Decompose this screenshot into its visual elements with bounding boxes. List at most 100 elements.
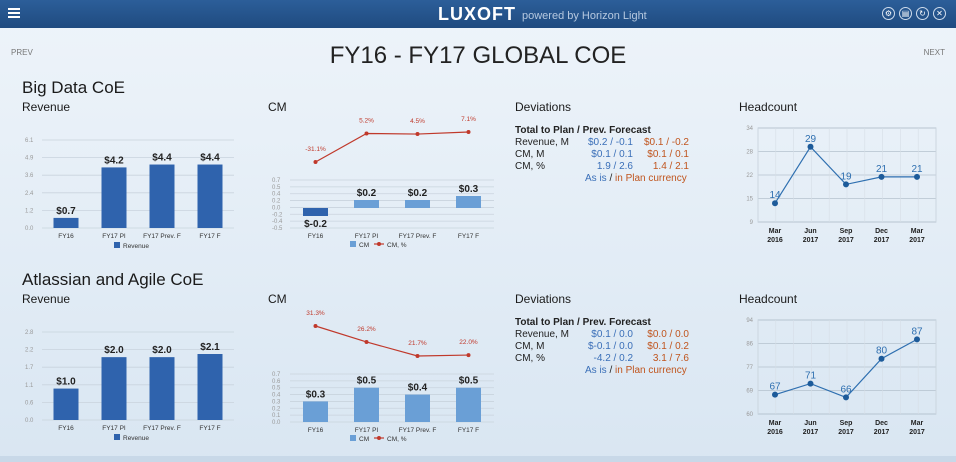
headcount-point[interactable]: [843, 394, 849, 401]
plan-currency-link[interactable]: in Plan currency: [615, 365, 687, 376]
close-icon[interactable]: ✕: [933, 7, 946, 20]
y-tick-label: 60: [746, 412, 753, 418]
headcount-value-label: 14: [769, 190, 781, 201]
y-tick-label: -0.2: [272, 212, 283, 218]
y-tick-label: 86: [746, 342, 753, 348]
revenue-bar[interactable]: [197, 164, 223, 228]
cm-percent-label: 26.2%: [357, 326, 376, 333]
x-tick-label: Sep: [840, 420, 853, 427]
legend-label: Revenue: [123, 243, 149, 250]
cm-percent-point[interactable]: [364, 339, 369, 344]
headcount-point[interactable]: [914, 336, 920, 343]
x-tick-label: FY16: [308, 233, 324, 240]
x-tick-label: FY17 Prev. F: [143, 233, 181, 240]
revenue-bar[interactable]: [197, 354, 223, 420]
bar-value-label: $0.4: [408, 383, 428, 394]
settings-icon[interactable]: ⚙: [882, 7, 895, 20]
x-tick-label: FY17 Prev. F: [399, 427, 437, 434]
menu-icon[interactable]: [8, 8, 20, 18]
y-tick-label: 0.0: [25, 418, 34, 424]
deviation-label: Revenue, M: [515, 329, 569, 340]
headcount-value-label: 67: [769, 382, 781, 393]
x-tick-year-label: 2016: [767, 429, 783, 436]
x-tick-year-label: 2017: [803, 237, 819, 244]
cm-bar[interactable]: [354, 387, 379, 422]
currency-separator: /: [606, 173, 616, 184]
x-tick-label: Jun: [804, 228, 816, 235]
cm-bar[interactable]: [456, 196, 481, 208]
headcount-value-label: 19: [840, 171, 852, 182]
y-tick-label: 4.9: [25, 156, 34, 162]
cm-bar[interactable]: [303, 401, 328, 422]
revenue-chart: 6.1 4.9 3.6 2.4 1.2 0.0 $0.7 FY16 $4.2 FY17 PI $4.…: [25, 138, 234, 250]
cm-bar[interactable]: [405, 394, 430, 422]
cm-percent-point[interactable]: [364, 131, 369, 136]
deviation-as-is: -4.2 / 0.2: [593, 353, 633, 364]
cm-bar[interactable]: [456, 387, 481, 422]
next-link[interactable]: NEXT: [923, 48, 945, 57]
cm-bar[interactable]: [303, 208, 328, 216]
legend-marker: [377, 436, 381, 440]
revenue-bar[interactable]: [149, 357, 175, 420]
y-tick-label: 2.2: [25, 348, 34, 354]
currency-toggle: As is / in Plan currency: [585, 365, 689, 377]
y-tick-label: -0.5: [272, 226, 283, 232]
cm-bar[interactable]: [354, 200, 379, 208]
deviation-row: CM, M $0.1 / 0.1 $0.1 / 0.1: [515, 149, 689, 161]
headcount-value-label: 66: [840, 384, 852, 395]
x-tick-label: FY17 PI: [355, 233, 379, 240]
headcount-point[interactable]: [772, 391, 778, 398]
cm-bar[interactable]: [405, 200, 430, 208]
page-title: FY16 - FY17 GLOBAL COE: [329, 42, 627, 69]
revenue-bar[interactable]: [101, 357, 127, 420]
bar-value-label: $0.3: [459, 184, 479, 195]
headcount-point[interactable]: [843, 181, 849, 188]
cm-percent-point[interactable]: [313, 324, 318, 328]
x-tick-label: FY16: [58, 233, 74, 240]
y-tick-label: 0.6: [272, 379, 281, 385]
headcount-point[interactable]: [772, 200, 778, 207]
headcount-title: Headcount: [739, 100, 798, 114]
cm-chart: 0.70.60.50.40.30.20.10.0 $0.3 FY16 $0.5 FY17…: [272, 310, 494, 443]
headcount-point[interactable]: [807, 143, 814, 150]
cm-percent-point[interactable]: [415, 354, 420, 358]
y-tick-label: 1.2: [25, 208, 34, 214]
cm-percent-point[interactable]: [466, 353, 471, 358]
print-icon[interactable]: ▤: [899, 7, 912, 20]
x-tick-year-label: 2017: [874, 237, 890, 244]
revenue-bar[interactable]: [53, 217, 79, 228]
cm-percent-point[interactable]: [313, 160, 318, 164]
top-icons: ⚙ ▤ ↻ ✕: [882, 7, 946, 20]
headcount-point[interactable]: [878, 355, 885, 362]
revenue-bar[interactable]: [149, 164, 175, 228]
headcount-point[interactable]: [878, 173, 885, 180]
as-is-link[interactable]: As is: [585, 173, 607, 184]
prev-link[interactable]: PREV: [11, 48, 33, 57]
x-tick-label: Mar: [769, 228, 782, 235]
deviation-as-is: $0.1 / 0.0: [591, 329, 633, 340]
cm-percent-label: -31.1%: [305, 146, 326, 153]
bar-value-label: $0.2: [408, 188, 428, 199]
top-bar: LUXOFT powered by Horizon Light ⚙ ▤ ↻ ✕: [0, 0, 956, 28]
headcount-value-label: 80: [876, 346, 888, 357]
revenue-bar[interactable]: [101, 167, 127, 228]
revenue-bar[interactable]: [53, 388, 79, 420]
refresh-icon[interactable]: ↻: [916, 7, 929, 20]
as-is-link[interactable]: As is: [585, 365, 607, 376]
plan-currency-link[interactable]: in Plan currency: [615, 173, 687, 184]
deviation-row: Revenue, M $0.2 / -0.1 $0.1 / -0.2: [515, 137, 689, 149]
deviation-plan: $0.1 / 0.1: [647, 149, 689, 160]
x-tick-label: FY17 Prev. F: [143, 425, 181, 432]
cm-percent-label: 21.7%: [408, 340, 427, 347]
legend-label: CM: [359, 242, 369, 249]
cm-percent-label: 31.3%: [306, 310, 325, 317]
cm-percent-point[interactable]: [466, 130, 471, 134]
x-tick-year-label: 2016: [767, 237, 783, 244]
headcount-point[interactable]: [914, 173, 920, 180]
headcount-chart: 34 28 22 15 9 14 Mar 2016 29 Jun 2017 19 Sep 2017 21 De…: [746, 126, 937, 244]
x-tick-label: FY17 F: [199, 425, 220, 432]
cm-percent-point[interactable]: [415, 132, 420, 137]
cm-title: CM: [268, 100, 287, 114]
revenue-title: Revenue: [22, 100, 71, 114]
headcount-point[interactable]: [807, 380, 814, 387]
